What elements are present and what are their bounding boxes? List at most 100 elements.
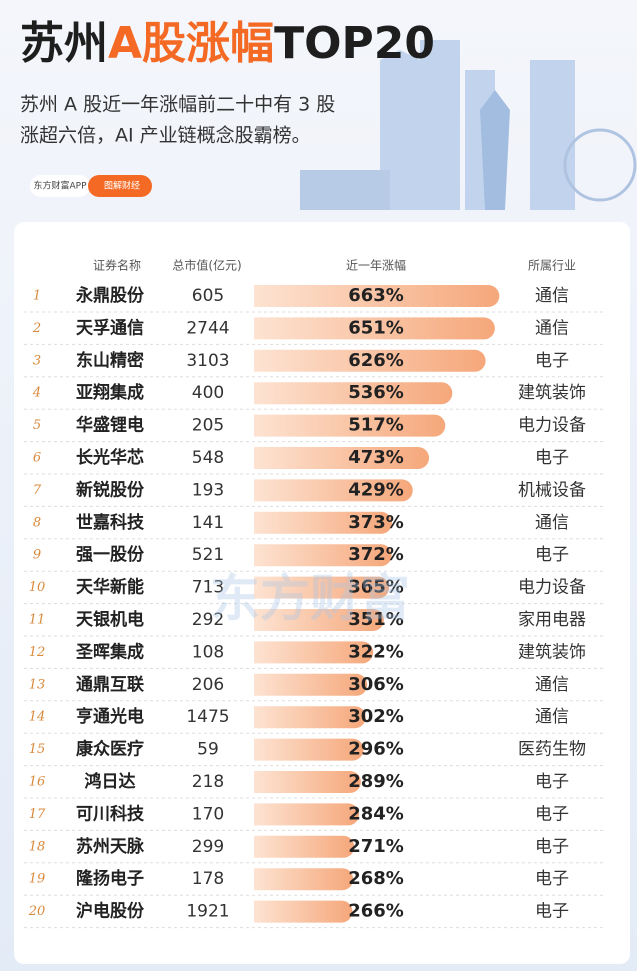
gain-bar [254,349,486,372]
market-cap: 3103 [186,351,229,371]
stock-name: 鸿日达 [85,771,136,792]
market-cap: 1475 [186,707,229,727]
gain-label: 663% [348,285,404,306]
industry: 电子 [535,351,569,371]
stock-name: 可川科技 [76,803,145,824]
column-header: 近一年涨幅 [346,258,406,273]
stock-name: 亚翔集成 [76,382,144,403]
rank: 5 [33,418,41,433]
gain-label: 626% [348,350,404,371]
market-cap: 400 [192,383,224,403]
gain-bar [254,382,453,405]
market-cap: 108 [192,642,224,662]
market-cap: 206 [192,675,224,695]
industry: 电子 [535,804,569,824]
stock-name: 强一股份 [76,544,145,565]
rank: 9 [33,548,41,563]
market-cap: 1921 [186,902,229,922]
gain-bar [254,673,368,696]
industry: 机械设备 [518,480,586,500]
stock-name: 沪电股份 [76,901,145,922]
stock-name: 永鼎股份 [75,285,145,306]
rank: 14 [29,710,46,725]
market-cap: 178 [192,869,224,889]
stock-name: 世嘉科技 [76,512,145,533]
subtitle: 苏州 A 股近一年涨幅前二十中有 3 股 [20,94,335,116]
market-cap: 299 [192,837,224,857]
gain-label: 268% [348,868,404,889]
stock-name: 天华新能 [76,577,144,598]
gain-bar [254,511,393,534]
gain-label: 351% [348,609,404,630]
stock-name: 康众医疗 [76,739,144,760]
rank: 16 [29,775,46,790]
column-header: 所属行业 [528,259,576,273]
rank: 10 [29,580,46,595]
gain-label: 517% [348,415,404,436]
gain-label: 473% [348,447,404,468]
gain-bar [254,285,500,307]
gain-bar [254,317,495,340]
market-cap: 59 [197,740,219,760]
brand: 东方财富APP [33,180,87,192]
stock-name: 华盛锂电 [76,415,144,436]
industry: 通信 [535,318,569,338]
gain-label: 365% [348,577,404,598]
gain-bar [254,738,364,761]
title-part: TOP20 [274,18,435,69]
industry: 电子 [535,837,569,857]
rank: 11 [29,613,46,628]
gain-bar [254,835,355,858]
stock-name: 天银机电 [76,609,144,630]
industry: 建筑装饰 [518,383,586,403]
gain-bar [253,900,353,923]
rank: 19 [29,872,46,887]
rank: 17 [29,807,46,822]
gain-bar [253,576,390,599]
gain-bar [254,609,384,631]
stock-name: 天孚通信 [76,317,144,338]
tag: 图解财经 [104,180,140,192]
column-header: 总市值(亿元) [172,258,241,273]
rank: 6 [33,451,41,466]
industry: 电力设备 [518,416,586,436]
industry: 通信 [535,513,569,533]
rank: 1 [33,289,41,304]
industry: 电子 [535,448,569,468]
gain-bar [254,544,392,567]
rank: 7 [33,483,42,498]
skyline [300,40,637,210]
industry: 通信 [535,707,569,727]
rank: 13 [29,677,46,692]
stock-name: 新锐股份 [76,479,145,500]
gain-label: 372% [348,544,404,565]
industry: 医药生物 [518,740,586,760]
industry: 通信 [535,675,569,695]
rank: 12 [29,645,46,660]
subtitle: 涨超六倍，AI 产业链概念股霸榜。 [20,124,311,147]
gain-label: 302% [348,706,404,727]
brand-pill [30,175,90,197]
rank: 3 [33,353,41,368]
market-cap: 141 [192,513,224,533]
stock-name: 通鼎互联 [76,675,144,695]
market-cap: 193 [192,480,224,500]
gain-label: 536% [348,382,404,403]
market-cap: 2744 [186,318,229,338]
market-cap: 713 [192,578,224,598]
stock-name: 苏州天脉 [76,836,145,857]
market-cap: 218 [192,772,224,792]
gain-label: 651% [348,317,404,338]
title-part: 苏州 [20,18,108,69]
tag-pill [88,175,152,197]
title-part: A股涨幅 [108,18,274,69]
column-header: 证券名称 [93,258,141,273]
industry: 电子 [535,772,569,792]
gain-bar [254,803,360,826]
stock-name: 圣晖集成 [76,641,144,662]
stock-name: 东山精密 [76,350,144,371]
industry: 家用电器 [518,610,586,630]
stock-name: 亨通光电 [76,706,144,727]
rank: 4 [32,386,41,401]
